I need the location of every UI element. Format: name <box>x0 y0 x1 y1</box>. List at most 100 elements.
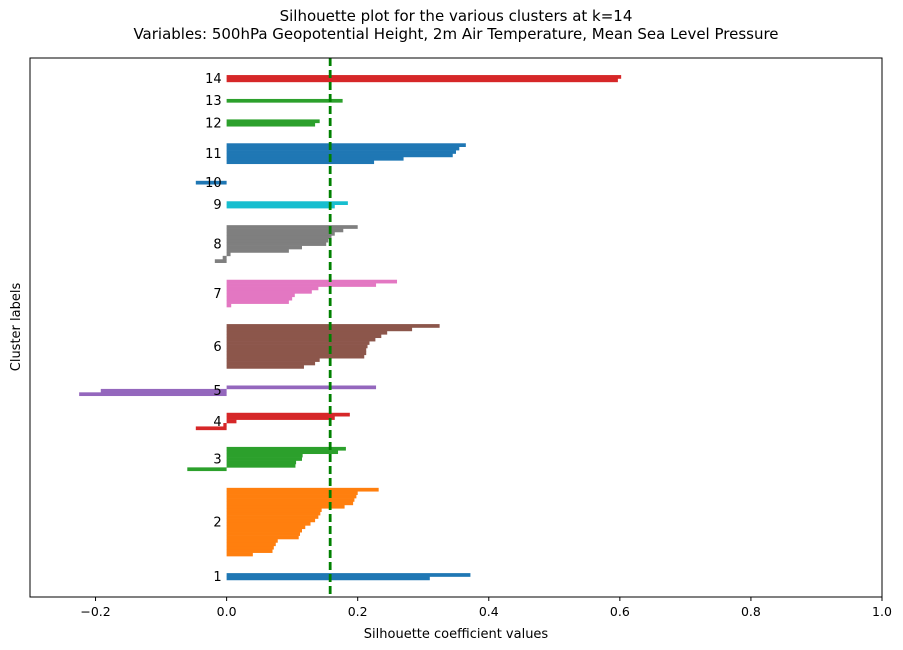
silhouette-bar-cluster-14 <box>226 78 618 83</box>
silhouette-bar-cluster-2 <box>226 498 355 502</box>
silhouette-bar-cluster-3 <box>226 457 302 461</box>
silhouette-bar-cluster-1 <box>226 576 430 581</box>
cluster-label-2: 2 <box>213 515 221 530</box>
silhouette-bar-cluster-2 <box>226 518 316 523</box>
cluster-label-9: 9 <box>213 198 221 213</box>
silhouette-bar-cluster-11 <box>226 153 453 158</box>
cluster-label-12: 12 <box>205 116 222 131</box>
silhouette-bar-cluster-3 <box>187 467 227 472</box>
silhouette-bar-cluster-10 <box>195 180 227 185</box>
silhouette-bar-cluster-11 <box>226 150 456 154</box>
silhouette-bar-cluster-7 <box>226 300 289 304</box>
silhouette-bar-cluster-11 <box>226 160 375 165</box>
silhouette-bar-cluster-8 <box>222 255 227 260</box>
silhouette-bar-cluster-2 <box>226 504 345 509</box>
silhouette-bar-cluster-11 <box>226 156 404 161</box>
silhouette-bar-cluster-2 <box>226 552 253 557</box>
x-axis-ticks: −0.2 0.0 0.2 0.4 0.6 0.8 1.0 <box>80 597 892 619</box>
cluster-label-10: 10 <box>205 176 222 191</box>
silhouette-bar-cluster-6 <box>226 334 382 339</box>
silhouette-bar-cluster-2 <box>226 525 306 530</box>
silhouette-bar-cluster-6 <box>226 365 304 369</box>
silhouette-bar-cluster-6 <box>226 347 367 352</box>
silhouette-bar-cluster-8 <box>226 238 329 243</box>
cluster-label-8: 8 <box>213 237 221 252</box>
x-tick-label: −0.2 <box>80 604 110 619</box>
x-tick-label: 0.6 <box>610 604 630 619</box>
silhouette-bar-cluster-3 <box>226 463 296 468</box>
silhouette-bar-cluster-7 <box>226 289 312 294</box>
silhouette-bar-cluster-7 <box>226 293 295 298</box>
cluster-label-3: 3 <box>213 452 221 467</box>
silhouette-bar-cluster-8 <box>226 252 231 257</box>
silhouette-bar-cluster-4 <box>226 416 335 420</box>
silhouette-bar-cluster-14 <box>226 75 622 79</box>
silhouette-bar-cluster-7 <box>226 283 377 287</box>
silhouette-bar-cluster-6 <box>226 344 368 349</box>
x-tick-label: 1.0 <box>872 604 892 619</box>
silhouette-bar-cluster-2 <box>226 545 274 550</box>
silhouette-bar-cluster-3 <box>226 460 297 465</box>
x-tick-label: 0.8 <box>741 604 761 619</box>
silhouette-bar-cluster-6 <box>226 327 413 332</box>
cluster-label-5: 5 <box>213 384 221 399</box>
silhouette-bar-cluster-2 <box>226 539 278 543</box>
cluster-label-6: 6 <box>213 340 221 355</box>
silhouette-bar-cluster-2 <box>226 494 357 499</box>
chart-title: Silhouette plot for the various clusters… <box>280 7 633 25</box>
silhouette-bar-cluster-2 <box>226 542 276 547</box>
plot-frame <box>29 57 883 598</box>
silhouette-bar-cluster-8 <box>226 235 332 240</box>
cluster-label-1: 1 <box>213 570 221 585</box>
silhouette-bar-cluster-2 <box>226 487 379 492</box>
cluster-label-4: 4 <box>213 415 221 430</box>
silhouette-bar-cluster-5 <box>79 392 227 397</box>
silhouette-bar-cluster-5 <box>100 388 227 393</box>
silhouette-bar-cluster-6 <box>226 358 320 362</box>
cluster-label-14: 14 <box>205 72 222 87</box>
silhouette-bar-cluster-2 <box>226 535 299 540</box>
silhouette-bar-cluster-4 <box>223 423 227 427</box>
cluster-label-11: 11 <box>205 147 222 162</box>
silhouette-bar-cluster-8 <box>226 249 289 253</box>
silhouette-bar-cluster-4 <box>226 412 350 417</box>
silhouette-bar-cluster-6 <box>226 337 376 342</box>
x-tick-label: 0.0 <box>217 604 237 619</box>
silhouette-bar-cluster-5 <box>226 385 377 390</box>
silhouette-bar-cluster-2 <box>226 491 358 495</box>
silhouette-bar-cluster-6 <box>226 351 367 356</box>
silhouette-bar-cluster-3 <box>226 446 346 451</box>
silhouette-bar-cluster-6 <box>226 341 370 345</box>
silhouette-bar-cluster-2 <box>226 521 311 526</box>
silhouette-bars <box>79 75 622 581</box>
silhouette-bar-cluster-7 <box>226 279 398 284</box>
cluster-label-7: 7 <box>213 287 221 302</box>
silhouette-bar-cluster-1 <box>226 573 471 577</box>
silhouette-bar-cluster-6 <box>226 361 316 366</box>
x-axis-label: Silhouette coefficient values <box>364 627 549 642</box>
silhouette-bar-cluster-8 <box>214 259 227 263</box>
silhouette-bar-cluster-6 <box>226 330 388 335</box>
silhouette-bar-cluster-2 <box>226 528 302 533</box>
silhouette-bar-cluster-3 <box>226 450 339 455</box>
silhouette-bar-cluster-6 <box>226 324 440 328</box>
silhouette-bar-cluster-8 <box>226 242 327 246</box>
chart-subtitle: Variables: 500hPa Geopotential Height, 2… <box>133 25 778 43</box>
silhouette-bar-cluster-2 <box>226 532 301 536</box>
silhouette-bar-cluster-2 <box>226 508 322 513</box>
silhouette-bar-cluster-8 <box>226 231 335 236</box>
silhouette-bar-cluster-11 <box>226 143 466 147</box>
silhouette-bar-cluster-12 <box>226 122 316 127</box>
silhouette-bar-cluster-2 <box>226 549 273 553</box>
silhouette-bar-cluster-7 <box>226 296 293 301</box>
silhouette-bar-cluster-11 <box>226 146 460 151</box>
silhouette-bar-cluster-9 <box>226 201 348 205</box>
silhouette-bar-cluster-4 <box>195 426 227 431</box>
x-tick-label: 0.4 <box>479 604 499 619</box>
cluster-label-13: 13 <box>205 94 222 109</box>
silhouette-bar-cluster-2 <box>226 515 319 519</box>
silhouette-bar-cluster-9 <box>226 204 335 209</box>
silhouette-bar-cluster-6 <box>226 354 365 359</box>
